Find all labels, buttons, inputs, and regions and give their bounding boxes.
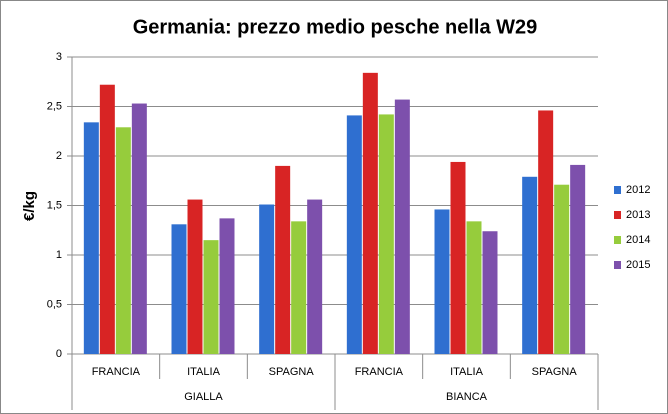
x-tick-label: SPAGNA bbox=[532, 366, 578, 378]
bar bbox=[203, 240, 219, 354]
legend-swatch bbox=[614, 261, 621, 269]
legend-swatch bbox=[614, 236, 621, 244]
bar bbox=[171, 224, 187, 354]
x-tick-label: ITALIA bbox=[450, 366, 483, 378]
legend-label: 2015 bbox=[626, 259, 650, 271]
y-axis-label: €/kg bbox=[21, 191, 38, 221]
y-tick-label: 1 bbox=[56, 249, 62, 261]
bar bbox=[570, 164, 586, 354]
legend-label: 2014 bbox=[626, 234, 650, 246]
legend-swatch bbox=[614, 211, 621, 219]
bar bbox=[362, 72, 378, 354]
y-tick-label: 2,5 bbox=[47, 100, 62, 112]
x-tick-label: SPAGNA bbox=[269, 366, 315, 378]
y-tick-label: 3 bbox=[56, 51, 62, 63]
legend-swatch bbox=[614, 186, 621, 194]
x-tick-label: FRANCIA bbox=[355, 366, 404, 378]
bar bbox=[378, 114, 394, 354]
chart-title: Germania: prezzo medio pesche nella W29 bbox=[133, 16, 538, 38]
bar bbox=[219, 218, 235, 354]
bar bbox=[291, 221, 307, 354]
x-tick-label: ITALIA bbox=[187, 366, 220, 378]
legend-label: 2012 bbox=[626, 184, 650, 196]
bar bbox=[394, 99, 410, 354]
group-label: GIALLA bbox=[184, 391, 223, 403]
bar bbox=[346, 115, 362, 354]
bar bbox=[482, 231, 498, 354]
bar bbox=[466, 221, 482, 354]
y-tick-label: 0 bbox=[56, 348, 62, 360]
bar bbox=[554, 184, 570, 354]
x-tick-label: FRANCIA bbox=[92, 366, 141, 378]
y-tick-label: 2 bbox=[56, 150, 62, 162]
bar bbox=[99, 84, 115, 354]
group-label: BIANCA bbox=[446, 391, 488, 403]
bar bbox=[131, 103, 147, 354]
bar bbox=[259, 204, 275, 354]
bar bbox=[83, 122, 99, 354]
bar bbox=[115, 127, 131, 354]
y-tick-label: 0,5 bbox=[47, 298, 62, 310]
bar bbox=[538, 110, 554, 355]
bar bbox=[187, 199, 203, 354]
legend-label: 2013 bbox=[626, 209, 650, 221]
bar bbox=[522, 176, 538, 354]
bar bbox=[307, 199, 323, 354]
bar bbox=[450, 161, 466, 354]
y-tick-label: 1,5 bbox=[47, 199, 62, 211]
bar bbox=[275, 165, 291, 354]
bar bbox=[434, 209, 450, 354]
